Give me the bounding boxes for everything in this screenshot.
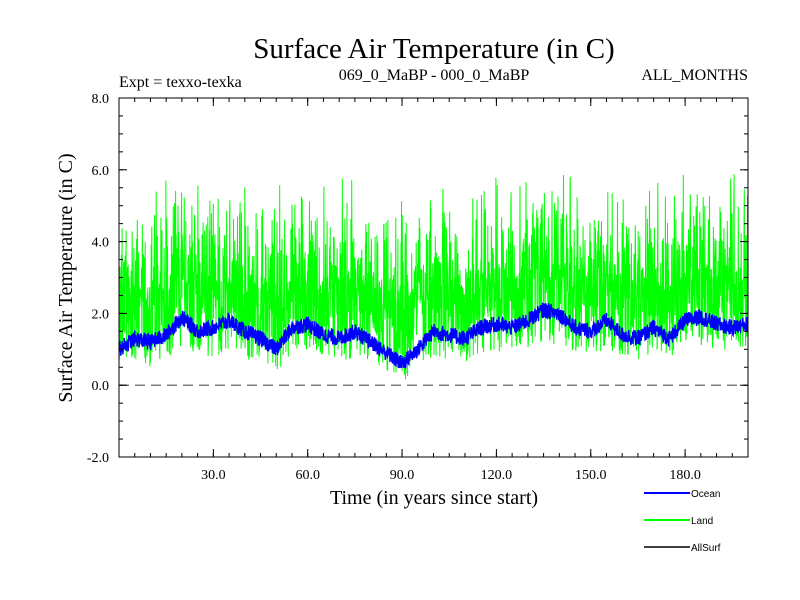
legend-label-allsurf: AllSurf	[691, 543, 721, 554]
y-tick-label: 2.0	[92, 307, 110, 322]
x-tick-label: 30.0	[201, 468, 226, 483]
legend-label-ocean: Ocean	[691, 489, 720, 500]
x-tick-label: 90.0	[390, 468, 415, 483]
y-tick-label: 8.0	[92, 92, 110, 107]
chart-subtitle-expt: Expt = texxo-texka	[119, 74, 242, 91]
axes: 30.0 60.0 90.0 120.0 150.0 180.0 -2.0 0.0 2.0 4.0…	[87, 92, 749, 483]
x-tick-label: 60.0	[295, 468, 320, 483]
chart-subtitle-period: 069_0_MaBP - 000_0_MaBP	[339, 67, 530, 84]
plot-area	[119, 174, 748, 386]
y-axis-label: Surface Air Temperature (in C)	[55, 153, 77, 402]
x-axis-label: Time (in years since start)	[330, 487, 538, 509]
legend: Ocean Land AllSurf	[644, 489, 721, 554]
y-tick-label: 0.0	[92, 379, 110, 394]
y-tick-label: -2.0	[87, 451, 109, 466]
chart-title: Surface Air Temperature (in C)	[253, 33, 614, 65]
chart-subtitle-months: ALL_MONTHS	[641, 67, 748, 84]
series-land-line	[119, 174, 748, 380]
series-ocean-line	[119, 302, 748, 370]
x-tick-label: 150.0	[575, 468, 607, 483]
x-tick-label: 180.0	[669, 468, 701, 483]
legend-label-land: Land	[691, 516, 713, 527]
x-tick-label: 120.0	[481, 468, 513, 483]
y-tick-label: 4.0	[92, 236, 110, 251]
y-tick-label: 6.0	[92, 164, 110, 179]
